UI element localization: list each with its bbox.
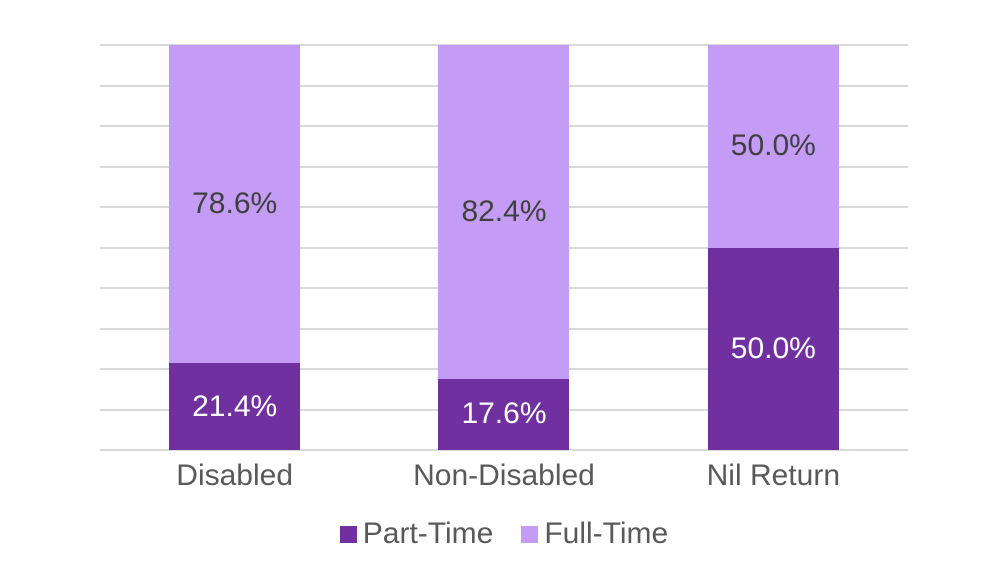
- legend-item-part-time: Part-Time: [339, 517, 494, 551]
- bar-stack: 50.0% 50.0%: [707, 45, 839, 450]
- segment-data-label: 50.0%: [730, 129, 816, 163]
- legend-label: Part-Time: [362, 517, 494, 550]
- bar-stack: 78.6% 21.4%: [169, 45, 301, 450]
- segment-data-label: 78.6%: [192, 187, 278, 221]
- bar-column-nil-return: 50.0% 50.0%: [639, 45, 908, 450]
- bar-column-non-disabled: 82.4% 17.6%: [369, 45, 638, 450]
- legend-swatch-icon: [521, 525, 539, 543]
- legend-label: Full-Time: [544, 517, 669, 550]
- bar-column-disabled: 78.6% 21.4%: [100, 45, 369, 450]
- bar-segment-full-time: 78.6%: [169, 45, 301, 364]
- legend-item-full-time: Full-Time: [521, 517, 668, 551]
- category-label-nil-return: Nil Return: [706, 459, 840, 492]
- category-label-non-disabled: Non-Disabled: [413, 459, 595, 492]
- category-label-disabled: Disabled: [176, 459, 294, 492]
- gridline: [100, 449, 908, 451]
- bar-segment-part-time: 21.4%: [169, 363, 301, 450]
- segment-data-label: 21.4%: [192, 389, 278, 423]
- bar-segment-part-time: 50.0%: [707, 247, 839, 450]
- bar-segment-part-time: 17.6%: [438, 378, 570, 450]
- bar-segment-full-time: 82.4%: [438, 45, 570, 379]
- x-axis-labels: Disabled Non-Disabled Nil Return: [100, 458, 908, 494]
- bar-segment-full-time: 50.0%: [707, 45, 839, 248]
- gridline: [100, 44, 908, 46]
- plot-area: 78.6% 21.4% 82.4% 17.6% 50.0% 50.0%: [100, 44, 908, 451]
- segment-data-label: 50.0%: [730, 331, 816, 365]
- segment-data-label: 17.6%: [461, 397, 547, 431]
- segment-data-label: 82.4%: [461, 194, 547, 228]
- legend: Part-Time Full-Time: [100, 517, 908, 551]
- legend-swatch-icon: [339, 525, 357, 543]
- bar-stack: 82.4% 17.6%: [438, 45, 570, 450]
